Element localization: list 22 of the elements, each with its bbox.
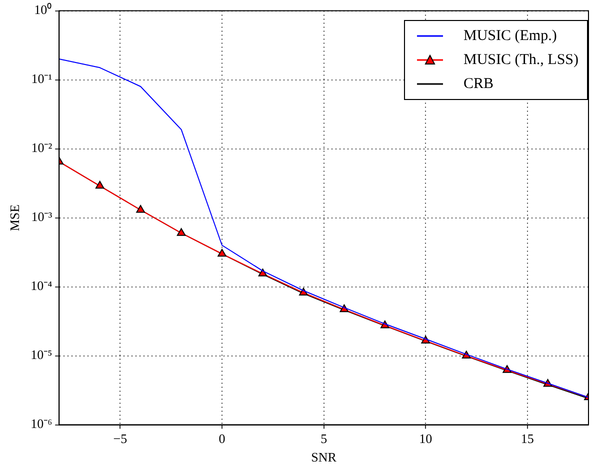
y-tick-label: 10⁰ <box>34 2 52 18</box>
point <box>258 268 268 276</box>
legend-label: MUSIC (Emp.) <box>463 26 557 46</box>
y-tick-label: 10⁻⁵ <box>30 347 52 362</box>
y-tick-label: 10⁻⁴ <box>30 278 53 294</box>
point <box>95 180 104 189</box>
y-tick-label: 10⁻⁶ <box>30 416 52 432</box>
y-axis-title: MSE <box>7 204 22 232</box>
point <box>136 204 145 213</box>
point <box>218 248 226 257</box>
x-axis-title: SNR <box>311 450 337 465</box>
legend-label: CRB <box>463 74 494 94</box>
x-tick-label: 10 <box>419 431 432 446</box>
y-tick-label: 10⁻² <box>31 140 52 156</box>
y-tick-label: 10⁻³ <box>31 209 52 224</box>
legend-label: MUSIC (Th., LSS) <box>463 50 578 70</box>
x-tick-label: 0 <box>218 431 226 446</box>
x-tick-label: −5 <box>113 431 128 446</box>
x-tick-label: 15 <box>520 431 534 446</box>
point <box>176 228 186 236</box>
y-tick-label: 10⁻¹ <box>31 71 52 86</box>
x-tick-label: 5 <box>320 431 328 446</box>
